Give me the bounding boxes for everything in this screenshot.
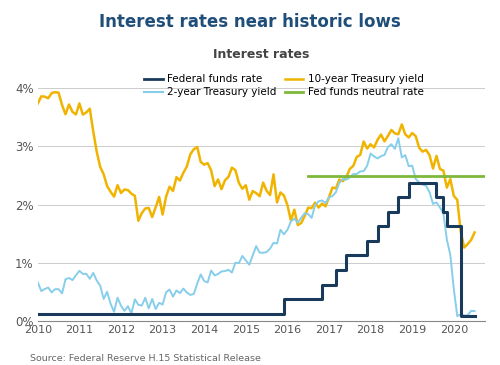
Text: Interest rates near historic lows: Interest rates near historic lows (99, 13, 401, 31)
Legend: Federal funds rate, 2-year Treasury yield, 10-year Treasury yield, Fed funds neu: Federal funds rate, 2-year Treasury yiel… (140, 70, 428, 101)
Title: Interest rates: Interest rates (213, 48, 310, 61)
Text: Source: Federal Reserve H.15 Statistical Release: Source: Federal Reserve H.15 Statistical… (30, 354, 261, 363)
